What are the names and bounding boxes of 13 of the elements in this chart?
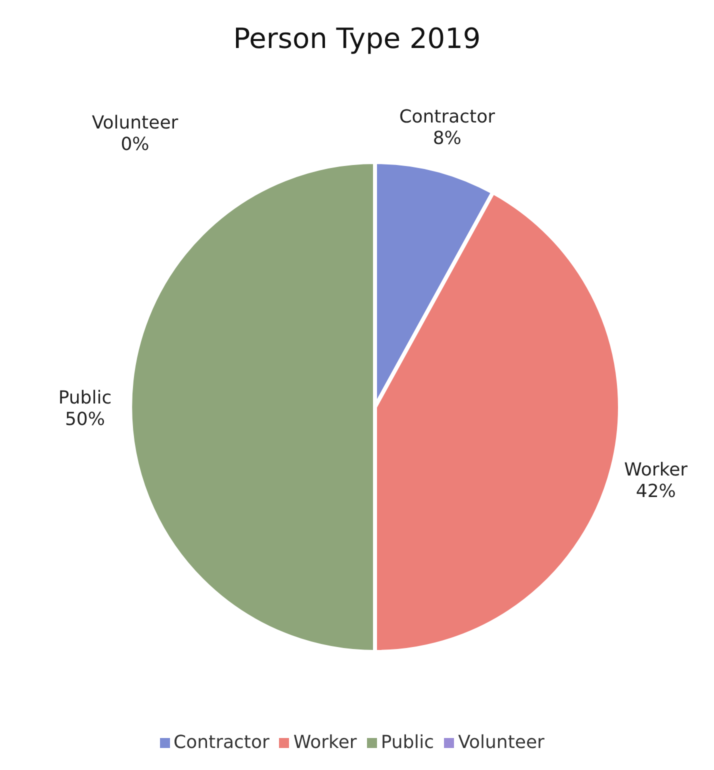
data-label: 42%	[636, 481, 676, 502]
slice-label: Worker	[624, 460, 688, 481]
legend-label: Volunteer	[458, 732, 544, 753]
text: 0%	[120, 134, 150, 155]
chart-title: Person Type 2019	[232, 21, 482, 57]
legend-label: Worker	[293, 732, 357, 753]
data-label: 8%	[432, 128, 462, 150]
legend-label: Public	[380, 732, 434, 753]
category-label: Volunteer	[92, 112, 178, 134]
data-label: 50%	[64, 409, 106, 430]
legend-label: Contractor	[174, 732, 270, 753]
slice-label: Contractor	[399, 106, 496, 128]
slice-label: Public	[58, 387, 112, 408]
